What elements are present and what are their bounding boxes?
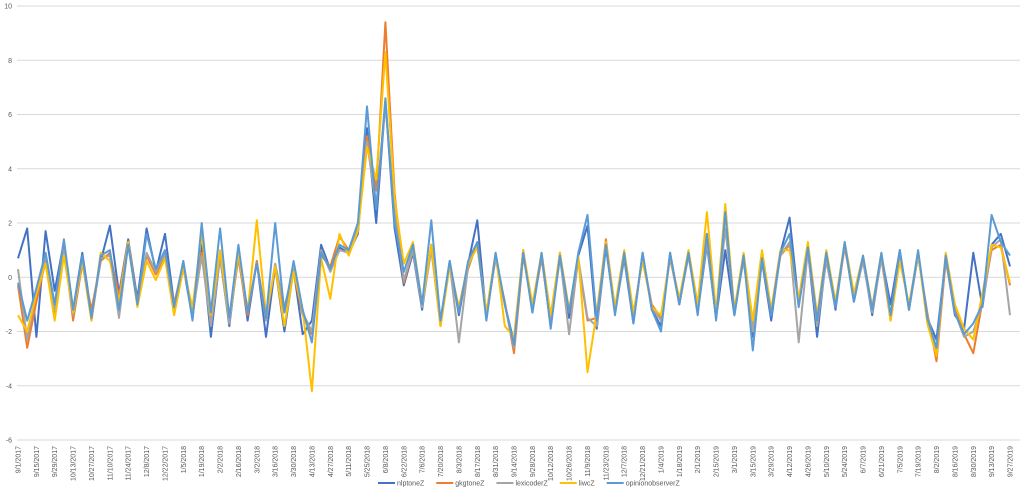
y-tick-label: -4 [6,383,12,390]
x-tick-label: 6/22/2018 [401,446,408,477]
legend-label: gkgtoneZ [455,481,485,488]
x-tick-label: 2/2/2018 [218,446,225,473]
x-tick-label: 1/18/2019 [677,446,684,477]
y-tick-label: -6 [6,438,12,445]
legend-label: nlptoneZ [397,481,425,488]
x-tick-label: 3/29/2019 [769,446,776,477]
legend-label: lexicoderZ [515,481,548,488]
series-lines [17,21,1011,393]
x-tick-label: 10/26/2018 [567,446,574,481]
y-axis-ticks: -6 -4 -2 0 2 4 6 8 10 [4,4,12,445]
x-tick-label: 9/13/2019 [989,446,996,477]
x-tick-label: 10/12/2018 [548,446,555,481]
legend-item-gkgtoneZ: gkgtoneZ [436,481,485,488]
x-axis-ticks: 9/1/2017 9/15/2017 9/29/2017 10/13/2017 10/2… [16,446,1015,481]
x-tick-label: 3/30/2018 [291,446,298,477]
x-tick-label: 1/19/2018 [199,446,206,477]
y-tick-label: 8 [8,58,12,65]
series-line-gkgtoneZ [17,21,1011,363]
x-tick-label: 4/13/2018 [309,446,316,477]
x-tick-label: 9/27/2019 [1008,446,1015,477]
x-tick-label: 12/21/2018 [640,446,647,481]
x-tick-label: 5/24/2019 [842,446,849,477]
x-tick-label: 10/13/2017 [71,446,78,481]
x-tick-label: 7/20/2018 [438,446,445,477]
series-line-lexicoderZ [17,102,1011,352]
x-tick-label: 3/16/2018 [273,446,280,477]
x-tick-label: 4/26/2019 [805,446,812,477]
legend-label: liwcZ [579,481,596,488]
x-tick-label: 8/3/2018 [456,446,463,473]
x-tick-label: 8/30/2019 [971,446,978,477]
x-tick-label: 12/8/2017 [144,446,151,477]
x-tick-label: 1/4/2019 [658,446,665,473]
x-tick-label: 5/11/2018 [346,446,353,477]
legend-item-opinionobserverZ: opinionobserverZ [606,481,681,488]
legend: nlptoneZ gkgtoneZ lexicoderZ liwcZ opinionob… [378,481,680,488]
y-tick-label: -2 [6,329,12,336]
x-tick-label: 11/24/2017 [126,446,133,481]
x-tick-label: 5/25/2018 [365,446,372,477]
x-tick-label: 4/12/2019 [787,446,794,477]
series-line-opinionobserverZ [17,97,1011,352]
gridlines [17,5,1020,441]
x-tick-label: 12/7/2018 [622,446,629,477]
x-tick-label: 7/19/2019 [916,446,923,477]
x-tick-label: 2/1/2019 [695,446,702,473]
x-tick-label: 3/1/2019 [732,446,739,473]
y-tick-label: 4 [8,166,12,173]
x-tick-label: 1/5/2018 [181,446,188,473]
x-tick-label: 9/29/2017 [52,446,59,477]
x-tick-label: 7/6/2018 [420,446,427,473]
x-tick-label: 6/7/2019 [861,446,868,473]
x-tick-label: 6/8/2018 [383,446,390,473]
x-tick-label: 9/1/2017 [16,446,23,473]
x-tick-label: 6/21/2019 [879,446,886,477]
x-tick-label: 8/2/2019 [934,446,941,473]
x-tick-label: 10/27/2017 [89,446,96,481]
legend-item-lexicoderZ: lexicoderZ [496,481,548,488]
series-line-nlptoneZ [17,99,1011,344]
x-tick-label: 8/16/2019 [952,446,959,477]
x-tick-label: 9/15/2017 [34,446,41,477]
x-tick-label: 3/2/2018 [254,446,261,473]
y-tick-label: 6 [8,112,12,119]
y-tick-label: 2 [8,221,12,228]
x-tick-label: 8/31/2018 [493,446,500,477]
legend-item-nlptoneZ: nlptoneZ [378,481,425,488]
x-tick-label: 2/16/2018 [236,446,243,477]
x-tick-label: 11/10/2017 [107,446,114,481]
x-tick-label: 8/17/2018 [475,446,482,477]
x-tick-label: 9/28/2018 [530,446,537,477]
x-tick-label: 9/14/2018 [512,446,519,477]
legend-item-liwcZ: liwcZ [559,481,596,488]
x-tick-label: 11/9/2018 [585,446,592,477]
legend-label: opinionobserverZ [626,481,681,488]
y-tick-label: 0 [8,275,12,282]
x-tick-label: 4/27/2018 [328,446,335,477]
x-tick-label: 12/22/2017 [162,446,169,481]
x-tick-label: 2/15/2019 [714,446,721,477]
x-tick-label: 5/10/2019 [824,446,831,477]
x-tick-label: 11/23/2018 [603,446,610,481]
x-tick-label: 3/15/2019 [750,446,757,477]
y-tick-label: 10 [4,4,12,11]
x-tick-label: 7/5/2019 [897,446,904,473]
